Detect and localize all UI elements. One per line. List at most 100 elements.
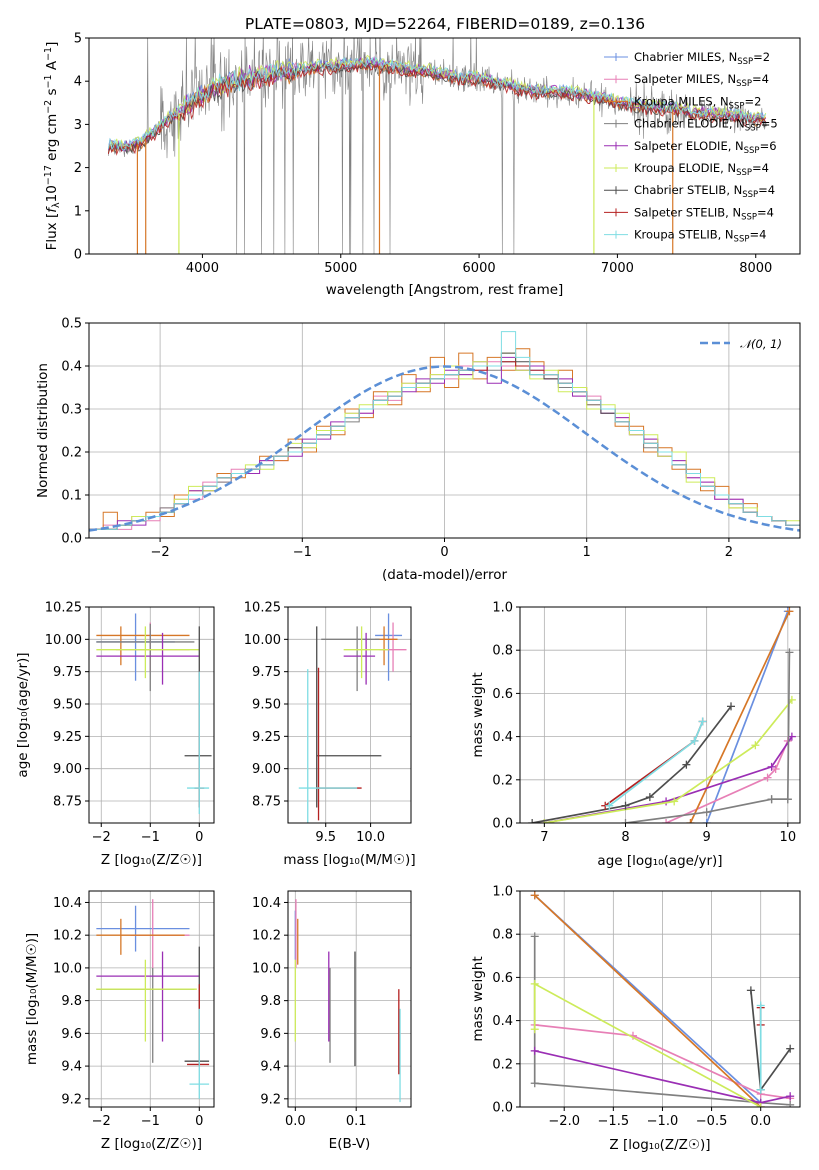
x-tick-label: 10.0	[356, 830, 385, 845]
weight-line-salpeter-miles	[534, 1024, 791, 1100]
legend-nssp: =4	[752, 72, 769, 86]
y-tick-label: 5	[74, 32, 82, 47]
legend-subscript: SSP	[745, 124, 761, 134]
panel-residuals: −2 −1 0 1 2 0.0 0.1 0.2 0.3 0.4 0.5 𝒩(0, 1) (data-mo…	[35, 317, 801, 583]
plot-area	[96, 613, 212, 814]
weight-line-kroupa-elodie	[533, 982, 762, 1107]
x-tick-label: −2	[92, 1114, 111, 1129]
y-axis-label: Flux [fλ10−17 erg cm−2 s−1 A−1]	[43, 42, 62, 251]
legend-subscript: SSP	[736, 79, 752, 89]
legend-subscript: SSP	[729, 101, 745, 111]
weight-line-salpeter-miles	[665, 740, 789, 823]
y-tick-label: 9.6	[61, 1027, 82, 1042]
y-tick-label: 0.1	[61, 489, 82, 504]
weight-line-kroupa-elodie	[544, 699, 793, 823]
legend-label: Chabrier ELODIE, NSSP=5	[634, 117, 778, 134]
x-tick-label: 0.1	[346, 1114, 367, 1129]
panel-mass-vs-Z: −2 −1 0 9.2 9.4 9.6 9.8 10.0 10.2 10.4 Z [log₁₀(Z/…	[24, 890, 215, 1152]
legend-subscript: SSP	[736, 168, 752, 178]
histogram-kroupa-stelib	[89, 331, 800, 530]
y-axis-label: age [log₁₀(age/yr)]	[15, 652, 31, 777]
y-tick-label: 9.4	[61, 1060, 82, 1075]
x-tick-label: −0.5	[696, 1114, 728, 1129]
x-axis-label: wavelength [Angstrom, rest frame]	[326, 282, 564, 298]
y-axis-label-part: −1	[43, 74, 54, 88]
x-tick-label: 8000	[739, 261, 772, 276]
legend-subscript: SSP	[737, 57, 753, 67]
x-tick-label: 0.0	[750, 1114, 771, 1129]
y-tick-label: 0.8	[492, 644, 513, 659]
y-tick-label: 9.4	[260, 1060, 281, 1075]
y-axis-label-part: erg cm	[44, 114, 60, 165]
plot-area	[96, 899, 210, 1099]
y-axis-label: mass weight	[470, 672, 486, 757]
y-tick-label: 0.0	[492, 817, 513, 832]
x-axis-label: mass [log₁₀(M/M☉)]	[283, 852, 415, 868]
y-tick-label: 9.00	[252, 762, 281, 777]
y-tick-label: 0.4	[492, 730, 513, 745]
y-tick-label: 9.25	[53, 730, 82, 745]
y-axis-label-part: Flux [	[44, 213, 60, 251]
axes-frame	[287, 606, 412, 824]
legend-model: Chabrier MILES, N	[634, 50, 737, 64]
y-tick-label: 9.25	[252, 730, 281, 745]
y-tick-label: 10.25	[45, 601, 82, 616]
y-tick-label: 4	[74, 75, 82, 90]
y-tick-label: 9.2	[61, 1092, 82, 1107]
y-axis-label-part: −17	[43, 165, 54, 185]
x-tick-label: −1.5	[598, 1114, 630, 1129]
x-tick-label: −1	[141, 830, 160, 845]
figure-title: PLATE=0803, MJD=52264, FIBERID=0189, z=0…	[245, 15, 645, 33]
y-tick-label: 9.6	[260, 1027, 281, 1042]
x-axis-label: (data-model)/error	[382, 567, 508, 583]
legend-nssp: =6	[760, 139, 777, 153]
legend-model: Chabrier STELIB, N	[634, 183, 742, 197]
x-tick-label: 0	[195, 830, 203, 845]
legend-nssp: =4	[749, 228, 766, 242]
x-tick-label: 0	[195, 1114, 203, 1129]
weight-line-kroupa-miles	[689, 610, 791, 823]
gaussian-curve	[89, 365, 800, 532]
y-tick-label: 10.4	[53, 896, 82, 911]
y-axis-label-part: 10	[44, 185, 60, 202]
legend-nssp: =5	[761, 117, 778, 131]
x-tick-label: 5000	[324, 261, 357, 276]
axes-frame	[519, 890, 801, 1108]
y-axis-label-part: A	[44, 60, 60, 74]
y-axis-label-part: s	[44, 88, 60, 99]
legend-label: Salpeter MILES, NSSP=4	[634, 72, 769, 89]
legend-nssp: =2	[744, 94, 761, 108]
y-tick-label: 10.4	[252, 896, 281, 911]
y-axis-label: Normed distribution	[35, 363, 51, 498]
spectrum-model-kroupa-stelib	[107, 56, 766, 151]
y-tick-label: 0	[74, 248, 82, 263]
axes-frame	[519, 606, 801, 824]
plot-area	[298, 613, 407, 823]
panel-weight-vs-Z: −2.0 −1.5 −1.0 −0.5 0.0 0.0 0.2 0.4 0.6 0.8 1.0 Z […	[470, 885, 801, 1153]
y-tick-label: 10.2	[252, 929, 281, 944]
y-tick-label: 9.00	[53, 762, 82, 777]
spectrum-model-chabrier-stelib	[107, 60, 766, 155]
x-tick-label: −1	[141, 1114, 160, 1129]
legend-nssp: =4	[758, 183, 775, 197]
y-tick-label: 8.75	[252, 795, 281, 810]
y-tick-label: 0.6	[492, 687, 513, 702]
plot-area	[530, 891, 795, 1107]
y-tick-label: 10.0	[53, 961, 82, 976]
legend-model: Salpeter ELODIE, N	[634, 139, 744, 153]
x-tick-label: −2	[151, 545, 170, 560]
x-tick-label: 4000	[186, 261, 219, 276]
x-tick-label: 9	[703, 830, 711, 845]
x-tick-label: −1	[293, 545, 312, 560]
x-tick-label: 10	[780, 830, 797, 845]
y-tick-label: 1	[74, 204, 82, 219]
legend-label: Chabrier STELIB, NSSP=4	[634, 183, 775, 200]
y-axis-label: mass [log₁₀(M/M☉)]	[24, 933, 40, 1065]
x-tick-label: 8	[621, 830, 629, 845]
x-axis-label: Z [log₁₀(Z/Z☉)]	[609, 1137, 710, 1153]
y-axis-label-part: λ	[51, 202, 62, 208]
y-tick-label: 0.6	[492, 971, 513, 986]
panel-weight-vs-age: 7 8 9 10 0.0 0.2 0.4 0.6 0.8 1.0 age [log₁₀(age/yr…	[470, 601, 801, 869]
x-tick-label: −1.0	[647, 1114, 679, 1129]
